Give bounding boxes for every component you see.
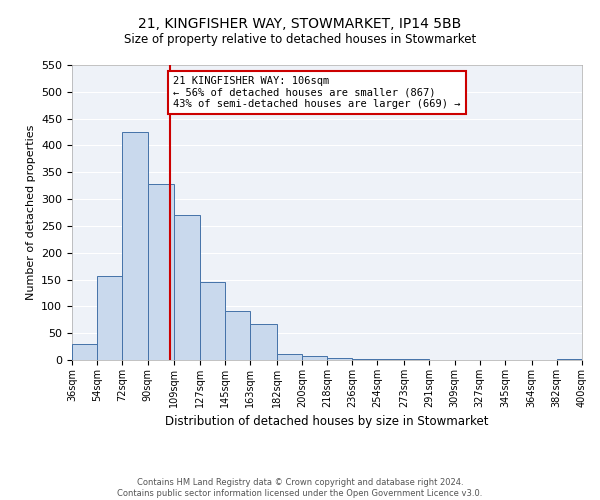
Bar	[122, 132, 148, 360]
Bar	[72, 344, 97, 360]
Bar	[302, 356, 327, 360]
Text: Contains HM Land Registry data © Crown copyright and database right 2024.
Contai: Contains HM Land Registry data © Crown c…	[118, 478, 482, 498]
Text: Size of property relative to detached houses in Stowmarket: Size of property relative to detached ho…	[124, 32, 476, 46]
Text: 21, KINGFISHER WAY, STOWMARKET, IP14 5BB: 21, KINGFISHER WAY, STOWMARKET, IP14 5BB	[139, 18, 461, 32]
Bar	[327, 358, 352, 360]
Text: 21 KINGFISHER WAY: 106sqm
← 56% of detached houses are smaller (867)
43% of semi: 21 KINGFISHER WAY: 106sqm ← 56% of detac…	[173, 76, 460, 109]
Bar	[200, 282, 225, 360]
X-axis label: Distribution of detached houses by size in Stowmarket: Distribution of detached houses by size …	[165, 416, 489, 428]
Bar	[97, 276, 122, 360]
Bar	[225, 311, 250, 360]
Bar	[250, 324, 277, 360]
Bar	[277, 354, 302, 360]
Y-axis label: Number of detached properties: Number of detached properties	[26, 125, 35, 300]
Bar	[174, 214, 200, 360]
Bar	[148, 184, 174, 360]
